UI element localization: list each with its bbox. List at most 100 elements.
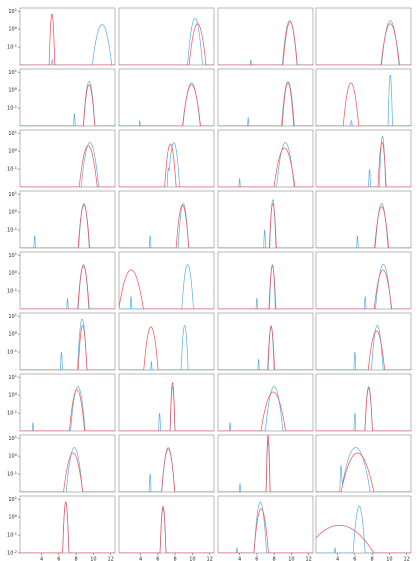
panel-r6-c3 bbox=[217, 312, 314, 371]
panel-curves bbox=[119, 17, 214, 65]
red-curve bbox=[119, 448, 214, 492]
panel-curves bbox=[316, 505, 411, 553]
blue-curve bbox=[20, 264, 115, 309]
x-tick-label: 4 bbox=[139, 557, 142, 561]
red-curve bbox=[218, 508, 313, 553]
panel-frame bbox=[315, 495, 412, 554]
panel-curves bbox=[20, 447, 115, 492]
blue-curve bbox=[218, 199, 313, 248]
panel-frame bbox=[118, 251, 215, 310]
x-tick-label: 10 bbox=[90, 557, 96, 561]
panel-r3-c4 bbox=[315, 129, 412, 188]
y-tick-label: 10-1 bbox=[7, 105, 17, 112]
panel-frame bbox=[217, 7, 314, 66]
y-tick-label: 101 bbox=[8, 435, 17, 442]
x-tick-label: 10 bbox=[189, 557, 195, 561]
red-curve bbox=[316, 524, 411, 553]
y-tick-label: 100 bbox=[8, 148, 17, 155]
x-tick-label: 12 bbox=[305, 557, 311, 561]
panel-frame bbox=[217, 68, 314, 127]
x-tick-label: 8 bbox=[273, 557, 276, 561]
panel-r1-c4 bbox=[315, 7, 412, 66]
panel-curves bbox=[316, 447, 411, 492]
x-tick-label: 4 bbox=[238, 557, 241, 561]
x-tick-label: 6 bbox=[353, 557, 356, 561]
panel-r7-c4 bbox=[315, 373, 412, 432]
panel-frame bbox=[217, 129, 314, 188]
panel-r7-c1: 101 100 10-1 bbox=[7, 373, 116, 432]
red-curve bbox=[119, 23, 214, 65]
y-tick-label: 10-1 bbox=[7, 288, 17, 295]
blue-curve bbox=[119, 17, 214, 65]
panel-frame bbox=[118, 129, 215, 188]
panel-frame bbox=[19, 373, 116, 432]
panel-curves bbox=[20, 264, 115, 309]
panel-curves bbox=[20, 13, 115, 65]
panel-frame bbox=[217, 434, 314, 493]
panel-frame bbox=[217, 312, 314, 371]
panel-curves bbox=[20, 501, 115, 553]
red-curve bbox=[119, 84, 214, 126]
panel-curves bbox=[119, 82, 214, 126]
blue-curve bbox=[218, 386, 313, 431]
y-tick-label: 10-1 bbox=[7, 410, 17, 417]
panel-frame bbox=[19, 312, 116, 371]
panel-curves bbox=[119, 264, 214, 309]
panel-frame bbox=[118, 495, 215, 554]
x-tick-label: 10 bbox=[386, 557, 392, 561]
panel-r5-c2 bbox=[118, 251, 215, 310]
blue-curve bbox=[218, 501, 313, 553]
y-tick-label: 100 bbox=[8, 392, 17, 399]
panel-frame bbox=[315, 190, 412, 249]
panel-frame bbox=[19, 190, 116, 249]
y-tick-label: 10-1 bbox=[7, 227, 17, 234]
y-tick-label: 10-1 bbox=[7, 349, 17, 356]
y-tick-label: 100 bbox=[8, 514, 17, 521]
panel-r4-c1: 101 100 10-1 bbox=[7, 190, 116, 249]
panel-frame bbox=[118, 373, 215, 432]
panel-r8-c3 bbox=[217, 434, 314, 493]
panel-r4-c3 bbox=[217, 190, 314, 249]
panel-frame bbox=[118, 434, 215, 493]
y-tick-label: 100 bbox=[8, 331, 17, 338]
red-curve bbox=[316, 452, 411, 492]
red-curve bbox=[119, 143, 214, 187]
panel-r8-c1: 101 100 10-1 bbox=[7, 434, 116, 493]
panel-frame bbox=[315, 7, 412, 66]
panel-r8-c2 bbox=[118, 434, 215, 493]
panel-r2-c4 bbox=[315, 68, 412, 127]
panel-curves bbox=[218, 199, 313, 248]
panel-curves bbox=[316, 20, 411, 65]
panel-r9-c4: 4 6 8 10 12 bbox=[315, 495, 412, 561]
x-tick-label: 8 bbox=[371, 557, 374, 561]
panel-curves bbox=[218, 20, 313, 65]
panel-frame bbox=[19, 129, 116, 188]
x-tick-label: 12 bbox=[206, 557, 212, 561]
panel-r6-c2 bbox=[118, 312, 215, 371]
y-tick-label: 100 bbox=[8, 453, 17, 460]
blue-curve bbox=[119, 447, 214, 492]
panel-curves bbox=[218, 501, 313, 553]
x-tick-label: 8 bbox=[75, 557, 78, 561]
panel-r6-c1: 101 100 10-1 bbox=[7, 312, 116, 371]
blue-curve bbox=[20, 24, 115, 65]
panel-frame bbox=[118, 7, 215, 66]
panel-curves bbox=[119, 142, 214, 187]
panel-r4-c2 bbox=[118, 190, 215, 249]
panel-r5-c1: 101 100 10-1 bbox=[7, 251, 116, 310]
y-tick-label: 100 bbox=[8, 26, 17, 33]
y-tick-label: 100 bbox=[8, 87, 17, 94]
red-curve bbox=[316, 23, 411, 65]
panel-frame bbox=[118, 68, 215, 127]
y-tick-label: 100 bbox=[8, 270, 17, 277]
red-curve bbox=[218, 21, 313, 65]
blue-curve bbox=[20, 447, 115, 492]
x-tick-label: 4 bbox=[40, 557, 43, 561]
x-tick-label: 12 bbox=[403, 557, 409, 561]
y-tick-label: 10-1 bbox=[7, 166, 17, 173]
panel-r1-c2 bbox=[118, 7, 215, 66]
panel-r6-c4 bbox=[315, 312, 412, 371]
y-tick-label: 101 bbox=[8, 8, 17, 15]
panel-r7-c2 bbox=[118, 373, 215, 432]
